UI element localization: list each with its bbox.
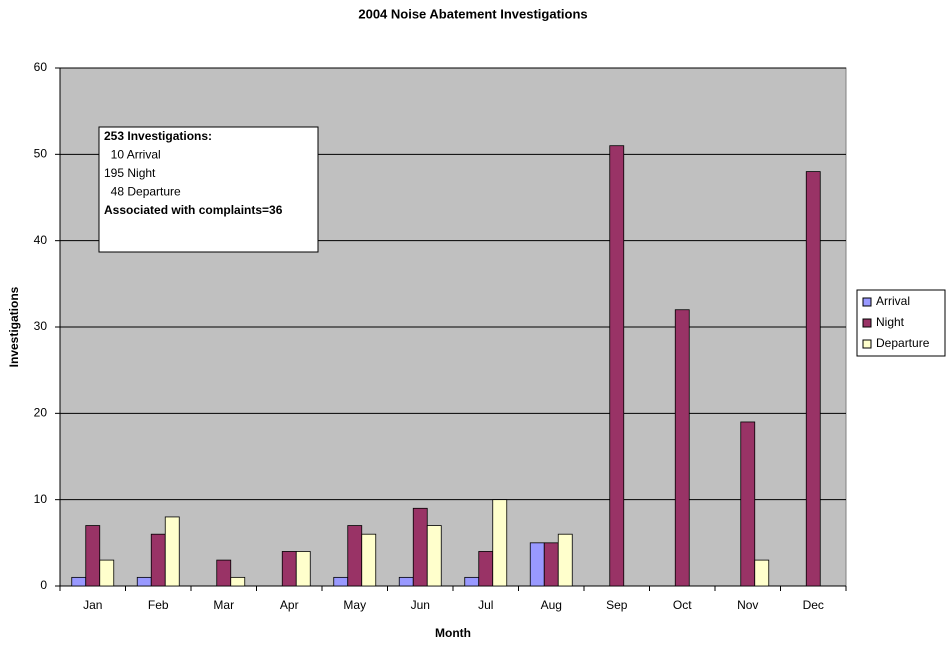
x-tick-label: Jul bbox=[478, 598, 493, 612]
bar bbox=[230, 576, 246, 587]
bar bbox=[529, 542, 545, 587]
legend-swatch bbox=[862, 297, 872, 307]
bar bbox=[609, 145, 625, 587]
x-tick-label: Sep bbox=[606, 598, 628, 612]
bar bbox=[150, 533, 166, 587]
bar bbox=[333, 576, 349, 587]
bar bbox=[216, 559, 232, 587]
x-tick-label: Feb bbox=[148, 598, 169, 612]
x-tick-label: Jun bbox=[411, 598, 430, 612]
legend-box bbox=[856, 289, 946, 357]
x-tick-label: Dec bbox=[803, 598, 824, 612]
legend-swatch bbox=[862, 318, 872, 328]
bar bbox=[674, 309, 690, 587]
annotation-line: Associated with complaints=36 bbox=[104, 203, 283, 217]
bar bbox=[805, 171, 821, 587]
bar bbox=[464, 576, 480, 587]
x-tick-label: Aug bbox=[541, 598, 562, 612]
y-tick-label: 10 bbox=[34, 492, 48, 506]
bar bbox=[543, 542, 559, 587]
x-tick-label: Nov bbox=[737, 598, 758, 612]
annotation-line: 195 Night bbox=[104, 166, 156, 180]
annotation-line: 253 Investigations: bbox=[104, 129, 212, 143]
annotation-box bbox=[98, 126, 319, 253]
bar bbox=[99, 559, 115, 587]
chart-title: 2004 Noise Abatement Investigations bbox=[358, 6, 587, 21]
y-tick-label: 20 bbox=[34, 406, 48, 420]
bar bbox=[71, 576, 87, 587]
x-tick-label: Mar bbox=[213, 598, 234, 612]
bar bbox=[281, 551, 297, 587]
annotation-line: 48 Departure bbox=[104, 185, 181, 199]
legend-label: Departure bbox=[876, 336, 930, 350]
bar bbox=[164, 516, 180, 587]
bar bbox=[754, 559, 770, 587]
bar bbox=[412, 507, 428, 587]
bar bbox=[347, 525, 363, 587]
y-tick-label: 50 bbox=[34, 147, 48, 161]
y-tick-label: 30 bbox=[34, 319, 48, 333]
y-axis-label: Investigations bbox=[7, 286, 21, 367]
x-axis-label: Month bbox=[435, 626, 471, 640]
bar bbox=[85, 525, 101, 587]
bar bbox=[295, 551, 311, 587]
x-tick-label: Oct bbox=[673, 598, 692, 612]
legend-label: Arrival bbox=[876, 294, 910, 308]
bar bbox=[557, 533, 573, 587]
y-tick-label: 0 bbox=[40, 578, 47, 592]
legend-swatch bbox=[862, 339, 872, 349]
x-tick-label: May bbox=[343, 598, 366, 612]
bar bbox=[426, 525, 442, 587]
bar bbox=[398, 576, 414, 587]
y-tick-label: 60 bbox=[34, 60, 48, 74]
bar bbox=[361, 533, 377, 587]
legend-label: Night bbox=[876, 315, 905, 329]
x-tick-label: Apr bbox=[280, 598, 299, 612]
annotation-line: 10 Arrival bbox=[104, 148, 161, 162]
y-tick-label: 40 bbox=[34, 233, 48, 247]
x-tick-label: Jan bbox=[83, 598, 102, 612]
bar bbox=[478, 551, 494, 587]
bar bbox=[136, 576, 152, 587]
bar bbox=[740, 421, 756, 587]
bar bbox=[492, 499, 508, 587]
